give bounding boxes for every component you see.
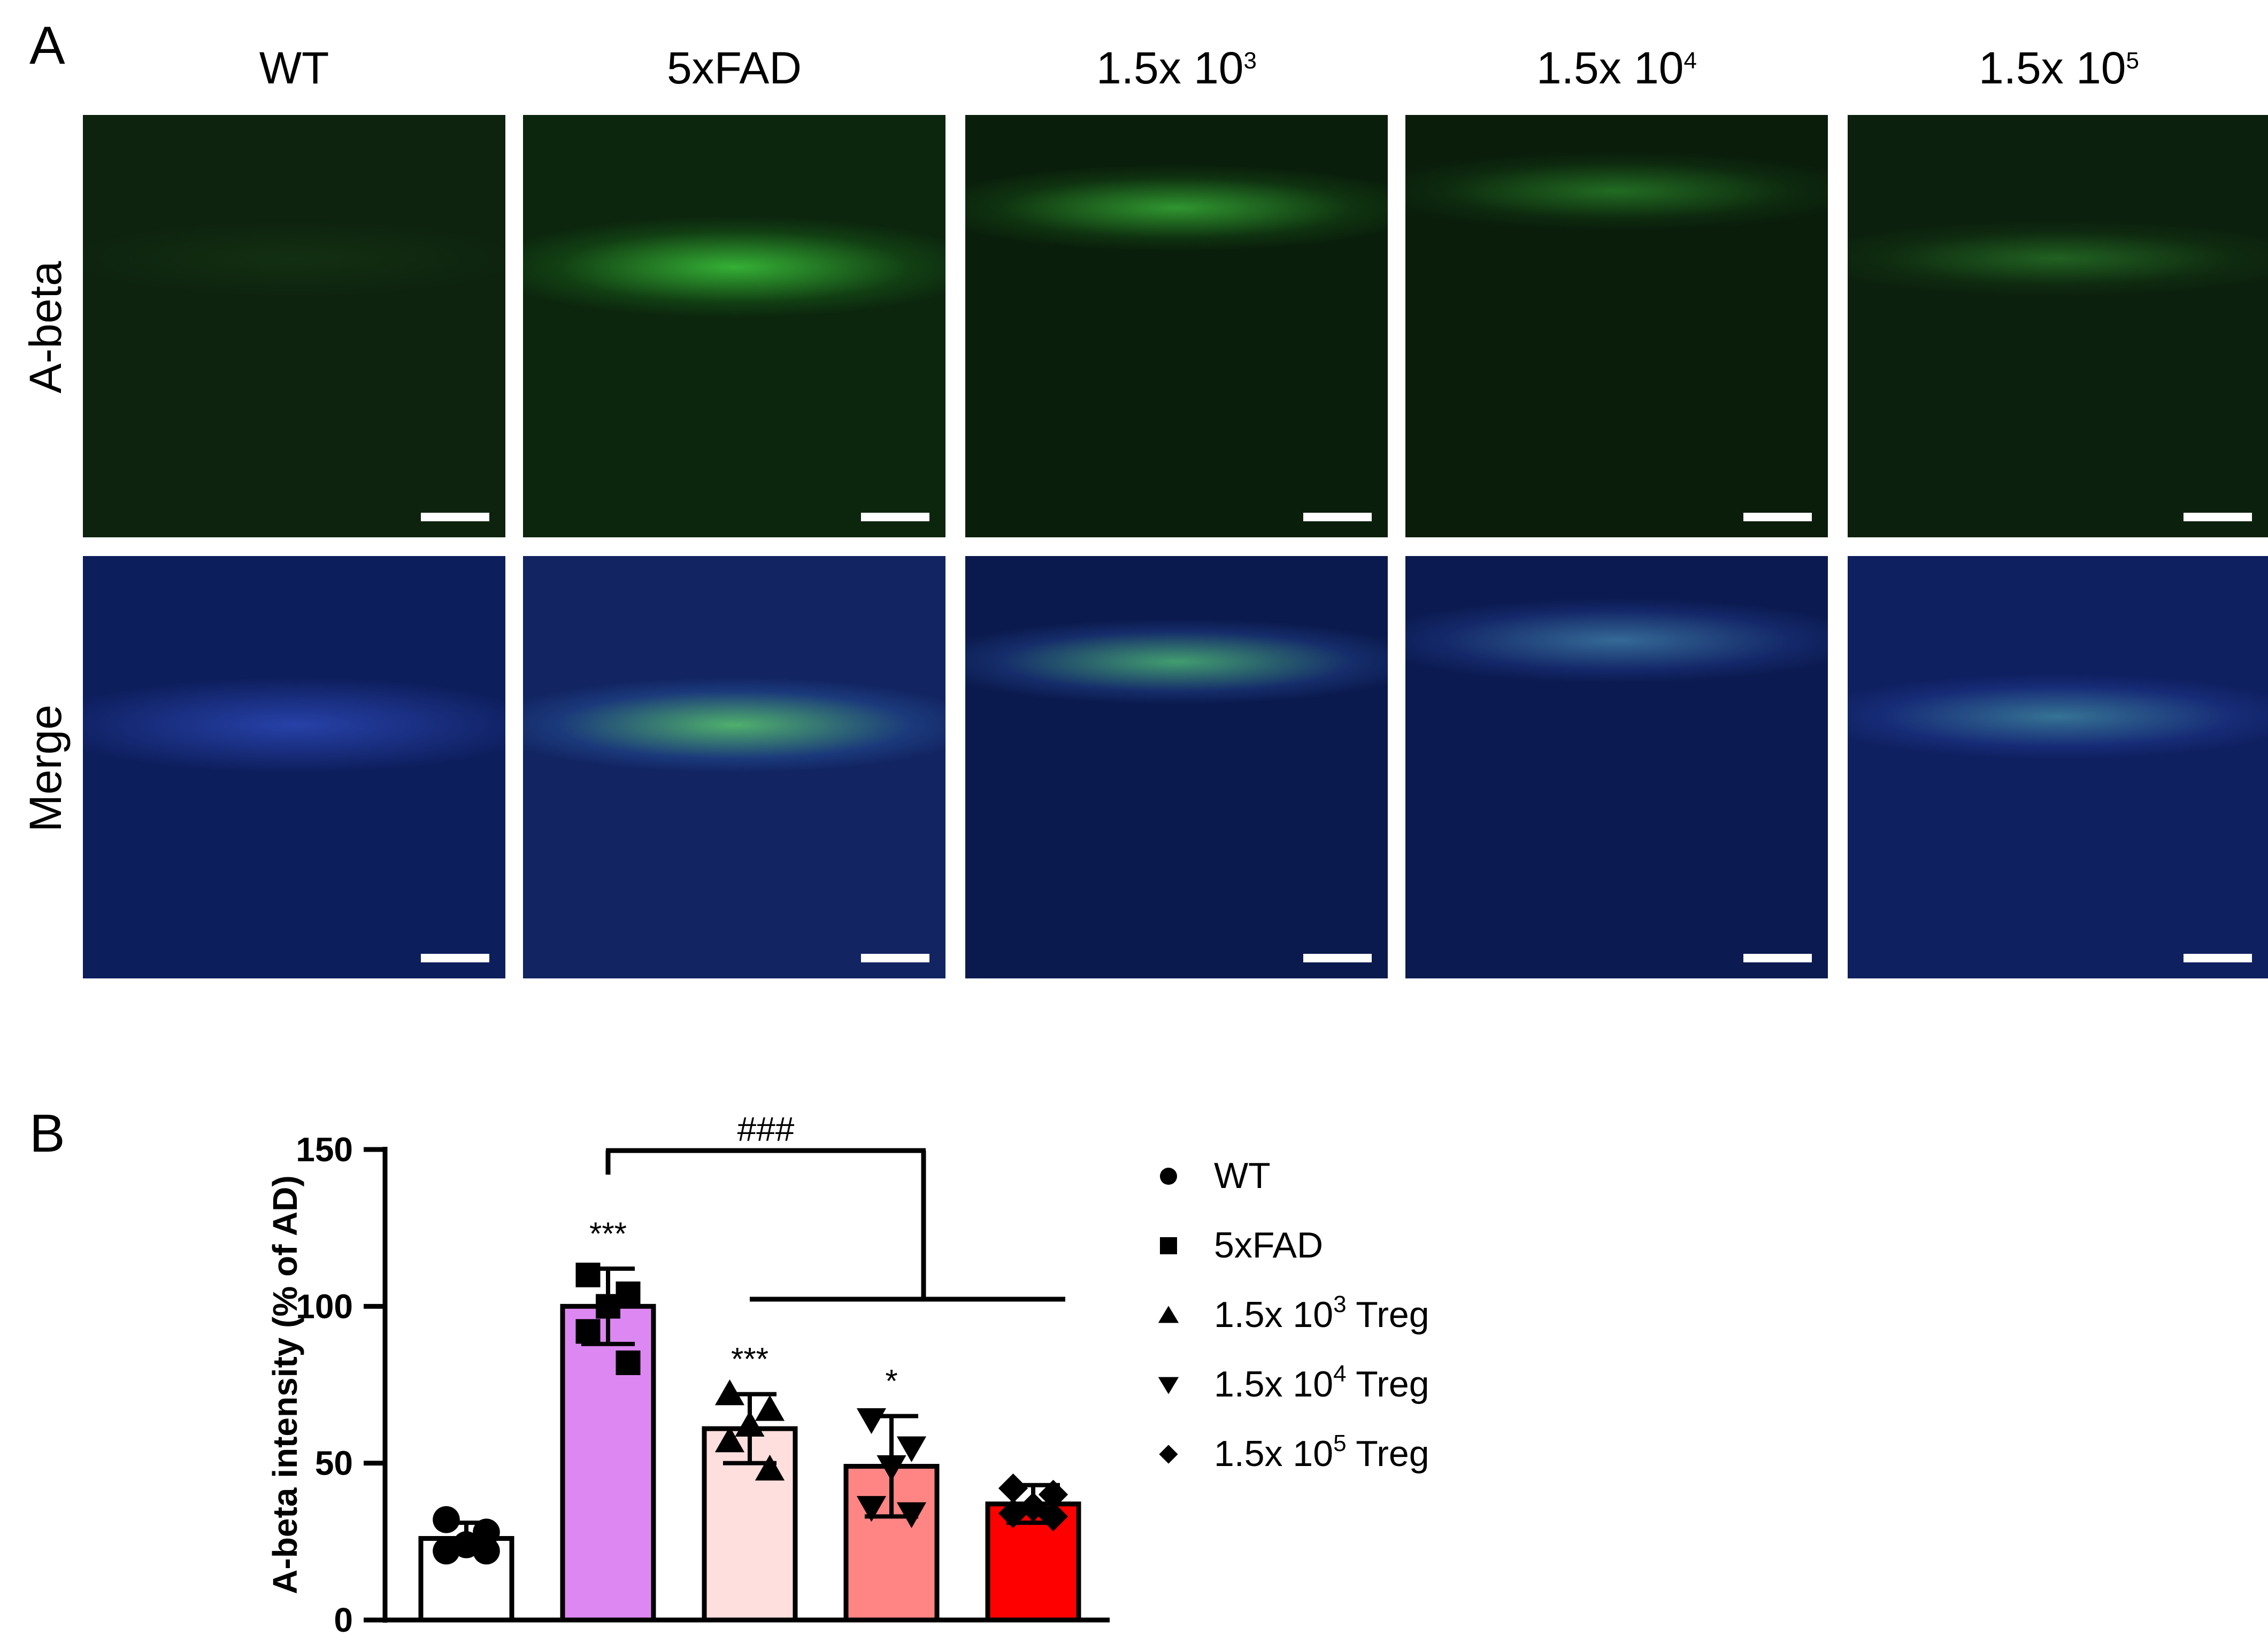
legend-label: 1.5x 105 Treg — [1214, 1432, 1429, 1472]
data-point — [896, 1436, 927, 1462]
data-point — [755, 1395, 785, 1421]
micrograph-abeta-1e3 — [965, 115, 1388, 537]
data-point — [1038, 1501, 1068, 1531]
legend-label-base: 1.5x 10 — [1214, 1294, 1334, 1335]
legend-label: 1.5x 104 Treg — [1214, 1361, 1429, 1405]
y-tick-label: 150 — [296, 1130, 353, 1169]
data-point — [616, 1350, 641, 1375]
column-label-1e3: 1.5x 103 — [965, 45, 1388, 90]
legend-label-base: 1.5x 10 — [1214, 1364, 1334, 1405]
column-label-1e5: 1.5x 105 — [1848, 45, 2268, 90]
column-label-text: WT — [259, 43, 329, 93]
scale-bar — [1303, 954, 1372, 962]
y-tick-label: 100 — [296, 1287, 353, 1325]
data-point — [755, 1454, 785, 1481]
scale-bar — [861, 513, 929, 521]
legend-label-suffix: Treg — [1346, 1364, 1429, 1405]
scale-bar — [1743, 954, 1812, 962]
scale-bar — [421, 513, 489, 521]
column-label-exponent: 4 — [1683, 48, 1697, 74]
data-point — [473, 1537, 500, 1565]
column-label-exponent: 5 — [2126, 48, 2140, 74]
panel-b-letter: B — [29, 1104, 65, 1163]
y-tick-label: 50 — [315, 1444, 353, 1483]
data-point — [896, 1502, 927, 1529]
legend-label-suffix: Treg — [1346, 1433, 1429, 1474]
legend-label-base: 1.5x 10 — [1214, 1433, 1334, 1474]
scale-bar — [1743, 513, 1812, 521]
data-point — [1038, 1479, 1068, 1509]
y-tick-label: 0 — [334, 1601, 353, 1639]
micrograph-abeta-wt — [83, 115, 505, 537]
panel-a-letter: A — [29, 16, 65, 75]
data-point — [473, 1518, 500, 1546]
legend-label-suffix: Treg — [1346, 1294, 1429, 1335]
legend-label: 1.5x 103 Treg — [1214, 1293, 1429, 1333]
data-point — [575, 1319, 601, 1344]
data-point — [575, 1262, 601, 1287]
data-point — [596, 1294, 620, 1319]
data-point — [433, 1537, 460, 1565]
column-label-5xfad: 5xFAD — [523, 45, 945, 90]
scale-bar — [1303, 513, 1372, 521]
scale-bar — [2184, 513, 2252, 521]
micrograph-abeta-5xfad — [523, 115, 945, 537]
legend-label-exponent: 5 — [1333, 1430, 1347, 1456]
significance-asterisks: *** — [731, 1341, 768, 1377]
scale-bar — [421, 954, 489, 962]
column-label-exponent: 3 — [1243, 48, 1257, 74]
micrograph-abeta-1e4 — [1405, 115, 1828, 537]
data-point — [998, 1473, 1028, 1503]
significance-asterisks: * — [885, 1363, 897, 1399]
square-marker-icon — [1160, 1237, 1177, 1254]
micrograph-abeta-1e5 — [1848, 115, 2268, 537]
micrograph-merge-5xfad — [523, 556, 945, 978]
column-label-text: 5xFAD — [666, 43, 802, 93]
data-point — [877, 1455, 906, 1482]
circle-marker-icon — [1160, 1168, 1177, 1185]
micrograph-merge-1e3 — [965, 556, 1388, 978]
data-point — [714, 1426, 745, 1453]
legend-label-exponent: 4 — [1333, 1361, 1347, 1387]
micrograph-merge-1e5 — [1848, 556, 2268, 978]
column-label-wt: WT — [83, 45, 505, 90]
data-point — [856, 1496, 887, 1522]
data-point — [735, 1410, 765, 1437]
scale-bar — [861, 954, 929, 962]
micrograph-merge-1e4 — [1405, 556, 1828, 978]
legend-label-base: 5xFAD — [1214, 1225, 1324, 1266]
column-label-text: 1.5x 10 — [1536, 43, 1684, 93]
scale-bar — [2184, 954, 2252, 962]
triangle-down-marker-icon — [1158, 1377, 1179, 1394]
data-point — [714, 1379, 745, 1406]
column-label-1e4: 1.5x 104 — [1405, 45, 1828, 90]
column-label-text: 1.5x 10 — [1978, 43, 2126, 93]
triangle-up-marker-icon — [1158, 1306, 1179, 1323]
data-point — [433, 1506, 460, 1533]
legend-label: 5xFAD — [1214, 1223, 1323, 1263]
bracket-label: ### — [737, 1110, 795, 1148]
micrograph-merge-wt — [83, 556, 505, 978]
column-label-text: 1.5x 10 — [1096, 43, 1244, 93]
data-point — [856, 1408, 887, 1434]
y-axis-label: A-beta intensity (% of AD) — [266, 1175, 304, 1594]
legend-label-exponent: 3 — [1333, 1291, 1347, 1317]
legend-label-base: WT — [1214, 1155, 1271, 1196]
significance-asterisks: *** — [589, 1216, 627, 1252]
data-point — [998, 1498, 1028, 1529]
legend-label: WT — [1214, 1154, 1271, 1194]
diamond-marker-icon — [1159, 1445, 1178, 1464]
